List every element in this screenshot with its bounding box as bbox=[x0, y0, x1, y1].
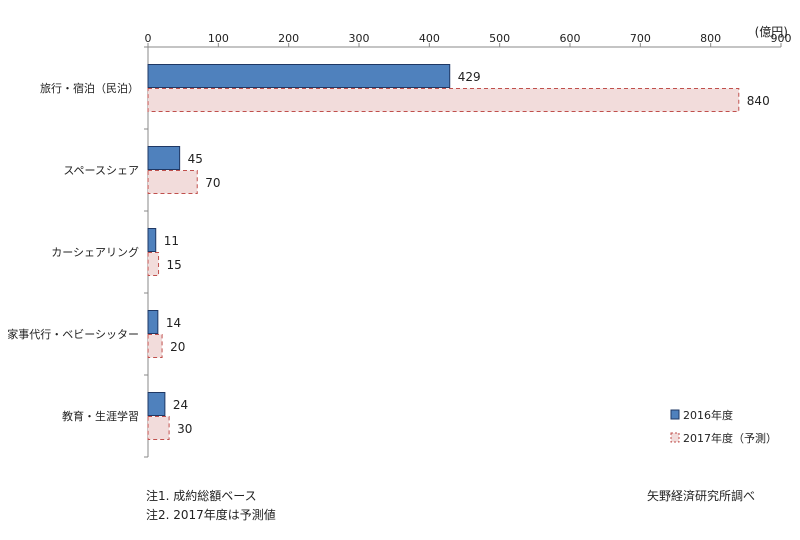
category-label: 旅行・宿泊（民泊） bbox=[40, 81, 139, 95]
bar-2017 bbox=[147, 170, 198, 194]
x-tick-label: 900 bbox=[771, 32, 792, 45]
data-label-2016: 45 bbox=[188, 152, 203, 166]
legend-swatch bbox=[670, 409, 680, 420]
x-tick-label: 800 bbox=[700, 32, 721, 45]
bar-2017 bbox=[147, 252, 160, 276]
x-tick-label: 300 bbox=[349, 32, 370, 45]
bar-2017 bbox=[147, 334, 163, 358]
bar-2017 bbox=[147, 88, 740, 112]
axis-layer: 0 100 200 300 400 500 600 700 800 900 旅行・宿泊（民泊） スペー… bbox=[7, 32, 792, 458]
x-tick-label: 200 bbox=[278, 32, 299, 45]
data-label-2017: 30 bbox=[177, 422, 192, 436]
bar-2017 bbox=[147, 416, 170, 440]
x-tick-label: 500 bbox=[489, 32, 510, 45]
x-tick-label: 600 bbox=[560, 32, 581, 45]
legend-label: 2017年度（予測） bbox=[683, 431, 777, 445]
data-label-2016: 11 bbox=[164, 234, 179, 248]
note-1: 注1. 成約総額ベース bbox=[146, 489, 257, 503]
unit-label: (億円) bbox=[755, 25, 788, 39]
data-label-2016: 24 bbox=[173, 398, 188, 412]
data-label-2017: 20 bbox=[170, 340, 185, 354]
x-tick-label: 0 bbox=[145, 32, 152, 45]
legend-swatch bbox=[670, 432, 680, 443]
legend: 2016年度 2017年度（予測） bbox=[670, 408, 777, 445]
x-tick-label: 400 bbox=[419, 32, 440, 45]
note-2: 注2. 2017年度は予測値 bbox=[146, 508, 276, 522]
category-label: 家事代行・ベビーシッター bbox=[7, 327, 139, 341]
data-label-2017: 840 bbox=[747, 94, 770, 108]
data-label-2017: 15 bbox=[167, 258, 182, 272]
bar-2016 bbox=[147, 228, 157, 252]
legend-label: 2016年度 bbox=[683, 408, 733, 422]
source-note: 矢野経済研究所調べ bbox=[647, 489, 756, 503]
bar-2016 bbox=[147, 392, 166, 416]
x-tick-label: 100 bbox=[208, 32, 229, 45]
category-label: カーシェアリング bbox=[51, 245, 139, 259]
category-label: スペースシェア bbox=[63, 164, 139, 177]
data-label-2016: 429 bbox=[458, 70, 481, 84]
category-label: 教育・生涯学習 bbox=[62, 409, 139, 423]
x-tick-label: 700 bbox=[630, 32, 651, 45]
bar-2016 bbox=[147, 310, 159, 334]
data-label-2016: 14 bbox=[166, 316, 181, 330]
bar-2016 bbox=[147, 146, 181, 170]
bar-2016 bbox=[147, 64, 451, 88]
data-label-2017: 70 bbox=[205, 176, 220, 190]
